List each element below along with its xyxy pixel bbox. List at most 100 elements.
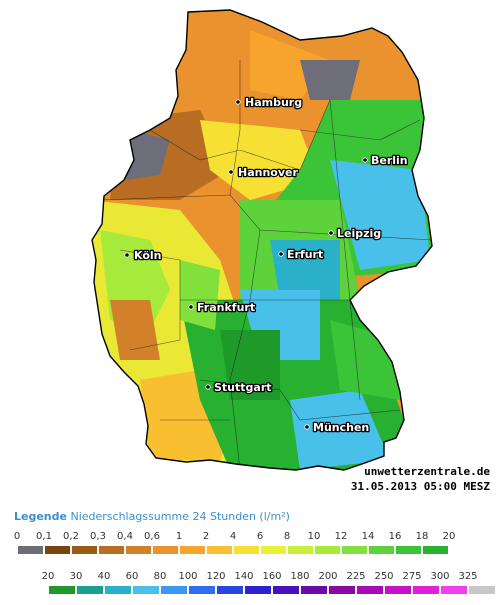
- watermark-site: unwetterzentrale.de: [364, 465, 490, 478]
- legend-value-label: 4: [229, 531, 237, 542]
- legend-color-swatch-1-14: [395, 545, 422, 555]
- legend-color-swatch-1-4: [125, 545, 152, 555]
- city-frankfurt: Frankfurt: [188, 300, 256, 315]
- legend-value-label: 0,6: [144, 531, 160, 542]
- legend-color-swatch-2-9: [300, 585, 328, 595]
- legend-color-swatch-1-6: [179, 545, 206, 555]
- legend-color-swatch-1-7: [206, 545, 233, 555]
- legend-color-swatch-1-15: [422, 545, 449, 555]
- legend-subtitle: Niederschlagssumme 24 Stunden: [70, 510, 256, 523]
- legend-color-swatch-2-12: [384, 585, 412, 595]
- legend-value-label: 20: [41, 571, 55, 582]
- legend-value-label: 80: [153, 571, 167, 582]
- city-dot: [205, 384, 211, 390]
- legend-value-label: 0,1: [36, 531, 52, 542]
- legend-value-label: 0: [13, 531, 21, 542]
- legend-color-swatch-2-11: [356, 585, 384, 595]
- legend-color-swatch-2-15: [468, 585, 496, 595]
- germany-precipitation-map: Hamburg Berlin Hannover Leipzig Erfurt K…: [91, 9, 433, 471]
- legend-value-label: 30: [69, 571, 83, 582]
- legend-color-swatch-1-5: [152, 545, 179, 555]
- legend-color-swatch-2-1: [76, 585, 104, 595]
- city-label: Leipzig: [337, 227, 381, 240]
- city-koeln: Köln: [124, 248, 163, 263]
- legend-value-label: 2: [202, 531, 210, 542]
- legend-color-swatch-2-0: [48, 585, 76, 595]
- legend-value-label: 120: [206, 571, 226, 582]
- legend-color-swatch-1-3: [98, 545, 125, 555]
- legend-value-label: 0,4: [117, 531, 133, 542]
- legend-value-label: 0,3: [90, 531, 106, 542]
- precipitation-field: [92, 10, 432, 470]
- germany-border: [91, 9, 433, 471]
- legend-value-label: 325: [458, 571, 478, 582]
- city-label: München: [313, 421, 369, 434]
- city-hannover: Hannover: [228, 165, 300, 180]
- legend-color-swatch-1-1: [44, 545, 71, 555]
- legend-value-label: 60: [125, 571, 139, 582]
- city-label: Hannover: [238, 166, 298, 179]
- city-label: Erfurt: [287, 248, 323, 261]
- city-dot: [328, 230, 334, 236]
- legend-row1-swatches: [0, 545, 500, 555]
- legend-value-label: 100: [178, 571, 198, 582]
- city-leipzig: Leipzig: [328, 226, 382, 241]
- legend-value-label: 200: [318, 571, 338, 582]
- city-label: Köln: [134, 249, 162, 262]
- legend-value-label: 10: [307, 531, 321, 542]
- city-dot: [278, 251, 284, 257]
- region-borders: [99, 60, 432, 470]
- legend-value-label: 20: [442, 531, 456, 542]
- city-erfurt: Erfurt: [278, 247, 325, 262]
- legend-color-swatch-2-2: [104, 585, 132, 595]
- legend-value-label: 225: [346, 571, 366, 582]
- legend-value-label: 180: [290, 571, 310, 582]
- legend-color-swatch-2-7: [244, 585, 272, 595]
- legend-value-label: 275: [402, 571, 422, 582]
- legend-color-swatch-2-3: [132, 585, 160, 595]
- legend-value-label: 140: [234, 571, 254, 582]
- legend-header: Legende Niederschlagssumme 24 Stunden (l…: [14, 510, 290, 523]
- city-dot: [304, 424, 310, 430]
- legend-value-label: 16: [388, 531, 402, 542]
- city-muenchen: München: [304, 420, 371, 435]
- city-hamburg: Hamburg: [235, 95, 303, 110]
- city-dot: [124, 252, 130, 258]
- legend-value-label: 1: [175, 531, 183, 542]
- legend-value-label: 40: [97, 571, 111, 582]
- legend-value-label: 8: [283, 531, 291, 542]
- legend-value-label: 160: [262, 571, 282, 582]
- city-dot: [235, 99, 241, 105]
- legend-color-swatch-1-8: [233, 545, 260, 555]
- watermark: unwetterzentrale.de 31.05.2013 05:00 MES…: [351, 464, 490, 494]
- legend-color-swatch-1-11: [314, 545, 341, 555]
- legend-row2-labels: 20 30 40 60 80 100 120 140 160 180 200 225 250 275 300…: [0, 571, 500, 583]
- legend-row1-labels: 0 0,1 0,2 0,3 0,4 0,6 1 2 4 6 8 10 12 14 16 18 20: [0, 531, 500, 543]
- legend-color-swatch-1-9: [260, 545, 287, 555]
- legend-color-swatch-2-5: [188, 585, 216, 595]
- legend-value-label: 0,2: [63, 531, 79, 542]
- precipitation-map: Hamburg Berlin Hannover Leipzig Erfurt K…: [91, 9, 490, 494]
- legend-value-label: 18: [415, 531, 429, 542]
- legend-value-label: 300: [430, 571, 450, 582]
- city-label: Frankfurt: [197, 301, 255, 314]
- legend-color-swatch-2-8: [272, 585, 300, 595]
- legend-title: Legende: [14, 510, 67, 523]
- legend-color-swatch-2-6: [216, 585, 244, 595]
- legend-color-swatch-1-12: [341, 545, 368, 555]
- legend-value-label: 250: [374, 571, 394, 582]
- legend-color-swatch-1-13: [368, 545, 395, 555]
- legend-value-label: 14: [361, 531, 375, 542]
- legend-value-label: 12: [334, 531, 348, 542]
- city-dot: [188, 304, 194, 310]
- legend-color-swatch-1-0: [17, 545, 44, 555]
- city-berlin: Berlin: [362, 153, 409, 168]
- legend-color-swatch-2-10: [328, 585, 356, 595]
- legend-unit: (l/m²): [259, 510, 290, 523]
- legend-row2-swatches: [0, 585, 500, 595]
- precipitation-legend: Legende Niederschlagssumme 24 Stunden (l…: [0, 508, 500, 605]
- city-label: Stuttgart: [214, 381, 272, 394]
- legend-color-swatch-2-13: [412, 585, 440, 595]
- legend-color-swatch-2-14: [440, 585, 468, 595]
- legend-value-label: 6: [256, 531, 264, 542]
